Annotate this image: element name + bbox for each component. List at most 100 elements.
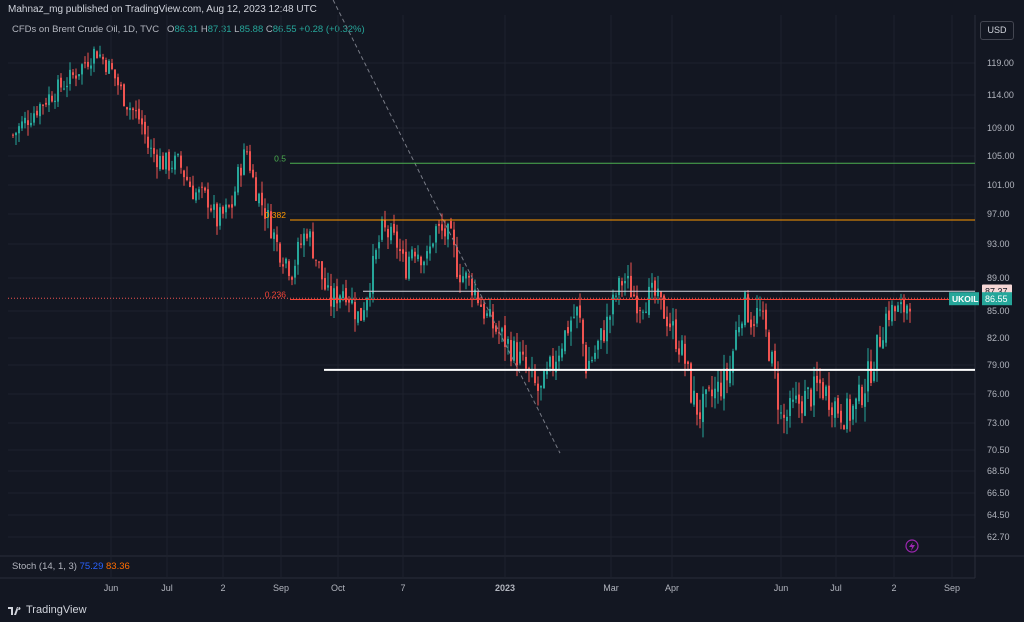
candle-body bbox=[99, 54, 101, 57]
candle-body bbox=[303, 233, 305, 246]
candle-body bbox=[774, 350, 776, 371]
candle-body bbox=[366, 297, 368, 311]
lightning-bolt-icon bbox=[909, 542, 915, 551]
candle-body bbox=[300, 243, 302, 245]
candle-body bbox=[498, 332, 500, 334]
candle-body bbox=[381, 219, 383, 240]
currency-button[interactable]: USD bbox=[980, 21, 1014, 40]
candle-body bbox=[144, 121, 146, 135]
x-tick-label: Jun bbox=[774, 583, 789, 593]
x-tick-label: 2023 bbox=[495, 583, 515, 593]
candle-body bbox=[894, 306, 896, 312]
candle-body bbox=[495, 325, 497, 332]
candle-body bbox=[837, 398, 839, 414]
candle-body bbox=[801, 401, 803, 414]
lightning-icon[interactable] bbox=[905, 539, 919, 553]
ohlc-open-label: O bbox=[167, 24, 175, 35]
candle-body bbox=[900, 302, 902, 305]
candle-body bbox=[147, 136, 149, 148]
candle-body bbox=[516, 342, 518, 366]
y-tick-label: 109.00 bbox=[987, 123, 1015, 133]
candle-body bbox=[798, 394, 800, 404]
candle-body bbox=[474, 289, 476, 296]
x-tick-label: Mar bbox=[603, 583, 619, 593]
candle-body bbox=[651, 282, 653, 288]
y-tick-label: 119.00 bbox=[987, 58, 1014, 68]
candle-body bbox=[594, 352, 596, 359]
candle-body bbox=[639, 310, 641, 312]
candle-body bbox=[897, 305, 899, 312]
candle-body bbox=[531, 369, 533, 371]
candle-body bbox=[699, 412, 701, 419]
candle-body bbox=[816, 375, 818, 383]
candle-body bbox=[33, 113, 35, 123]
candle-body bbox=[549, 356, 551, 367]
fib-level-label: 0.5 bbox=[274, 153, 286, 163]
candle-body bbox=[78, 74, 80, 77]
candle-body bbox=[225, 204, 227, 213]
candle-body bbox=[585, 344, 587, 374]
candle-body bbox=[93, 48, 95, 64]
candle-body bbox=[354, 301, 356, 320]
candle-body bbox=[153, 148, 155, 154]
candle-body bbox=[663, 295, 665, 319]
candle-body bbox=[471, 278, 473, 296]
candle-body bbox=[183, 170, 185, 178]
candle-body bbox=[405, 251, 407, 279]
candle-body bbox=[876, 334, 878, 369]
candle-body bbox=[675, 319, 677, 349]
chart-overlays: 0.5 0.382 0.236 bbox=[8, 0, 975, 553]
stoch-legend[interactable]: Stoch (14, 1, 3) 75.29 83.36 bbox=[12, 561, 130, 572]
candle-body bbox=[732, 351, 734, 373]
candle-body bbox=[270, 211, 272, 239]
candle-body bbox=[174, 155, 176, 170]
candle-body bbox=[669, 323, 671, 328]
candle-body bbox=[252, 169, 254, 178]
y-tick-label: 62.70 bbox=[987, 532, 1010, 542]
tradingview-brand[interactable]: TradingView bbox=[8, 604, 87, 616]
candle-body bbox=[81, 64, 83, 75]
candle-body bbox=[612, 294, 614, 315]
candle-body bbox=[135, 110, 137, 112]
symbol-name[interactable]: CFDs on Brent Crude Oil, 1D, TVC bbox=[12, 24, 160, 35]
candle-body bbox=[24, 117, 26, 124]
candle-body bbox=[714, 388, 716, 399]
trend-line bbox=[332, 0, 561, 454]
candle-body bbox=[750, 319, 752, 328]
candle-body bbox=[108, 60, 110, 74]
y-tick-label: 93.00 bbox=[987, 239, 1010, 249]
candle-body bbox=[633, 294, 635, 297]
candle-body bbox=[384, 220, 386, 228]
candle-body bbox=[672, 321, 674, 326]
candle-body bbox=[417, 254, 419, 260]
candle-body bbox=[285, 258, 287, 264]
candle-body bbox=[543, 370, 545, 389]
candle-body bbox=[378, 242, 380, 249]
y-tick-label: 68.50 bbox=[987, 466, 1010, 476]
candle-body bbox=[762, 310, 764, 312]
candle-body bbox=[63, 88, 65, 90]
candle-body bbox=[90, 65, 92, 69]
candle-body bbox=[408, 256, 410, 279]
current-price-value: 86.55 bbox=[985, 294, 1008, 304]
candle-body bbox=[432, 243, 434, 247]
candle-body bbox=[477, 292, 479, 304]
candle-body bbox=[636, 295, 638, 314]
candle-body bbox=[120, 84, 122, 87]
candle-body bbox=[642, 311, 644, 313]
candle-body bbox=[654, 280, 656, 296]
candle-body bbox=[12, 134, 14, 136]
candle-body bbox=[171, 167, 173, 169]
candle-body bbox=[333, 288, 335, 308]
price-axis: 119.00 114.00 109.00 105.00 101.00 97.00 93.00… bbox=[949, 58, 1015, 542]
candle-body bbox=[87, 61, 89, 67]
candle-body bbox=[564, 330, 566, 352]
candle-body bbox=[510, 340, 512, 362]
candle-body bbox=[753, 324, 755, 326]
candle-body bbox=[309, 231, 311, 238]
ohlc-close: 86.55 bbox=[272, 24, 297, 35]
y-tick-label: 89.00 bbox=[987, 273, 1010, 283]
candle-body bbox=[306, 233, 308, 239]
